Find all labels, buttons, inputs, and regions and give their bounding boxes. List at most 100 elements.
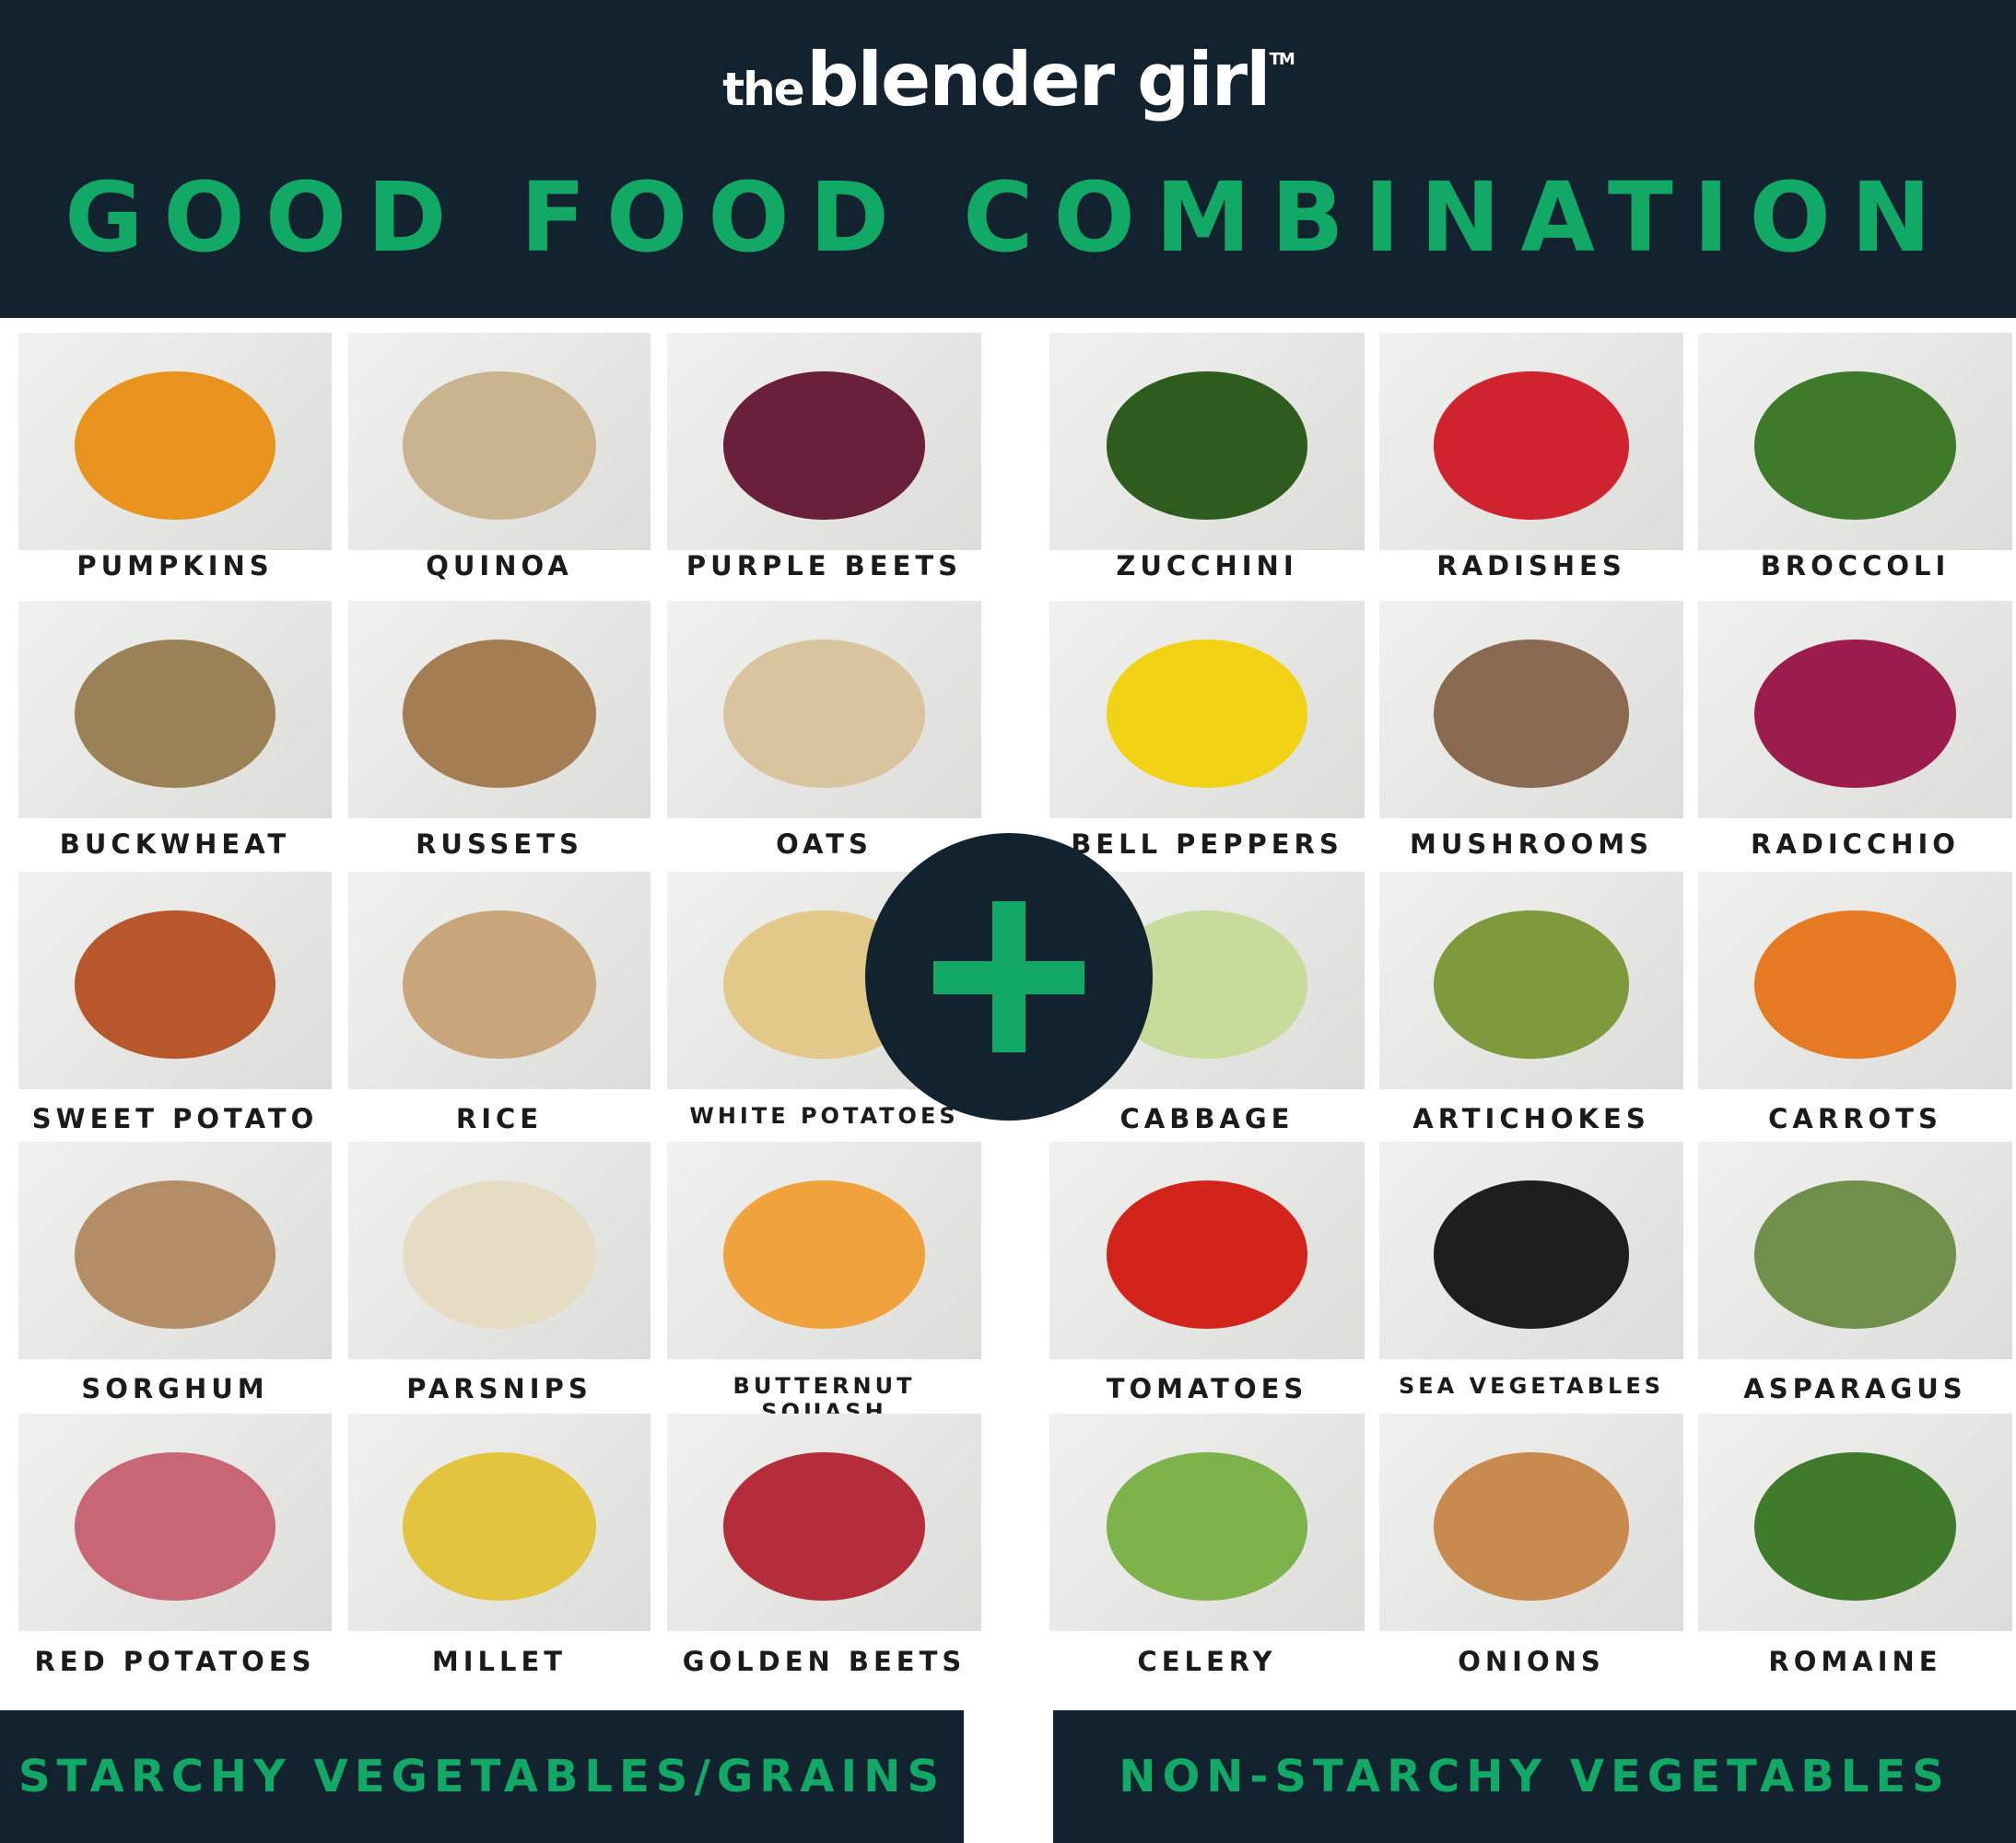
food-shape bbox=[1754, 910, 1956, 1059]
food-tile: TOMATOES bbox=[1049, 1142, 1365, 1409]
food-tile: PUMPKINS bbox=[18, 333, 332, 600]
food-tile: ONIONS bbox=[1379, 1414, 1683, 1681]
food-tile: RICE bbox=[348, 872, 651, 1139]
food-tile: CELERY bbox=[1049, 1414, 1365, 1681]
food-photo bbox=[1379, 872, 1683, 1089]
food-label: PURPLE BEETS bbox=[686, 550, 963, 581]
food-label: BROCCOLI bbox=[1760, 550, 1951, 581]
food-label: QUINOA bbox=[426, 550, 573, 581]
food-tile: ROMAINE bbox=[1698, 1414, 2012, 1681]
food-photo bbox=[348, 1142, 651, 1359]
food-label: PARSNIPS bbox=[406, 1373, 592, 1404]
food-photo bbox=[1698, 872, 2012, 1089]
food-tile: BUCKWHEAT bbox=[18, 601, 332, 868]
food-label: TOMATOES bbox=[1106, 1373, 1308, 1404]
logo-tm: TM bbox=[1269, 50, 1295, 69]
header: the blender girlTM GOOD FOOD COMBINATION bbox=[0, 0, 2016, 318]
food-tile: ARTICHOKES bbox=[1379, 872, 1683, 1139]
food-shape bbox=[1106, 640, 1308, 788]
food-label: MILLET bbox=[431, 1646, 568, 1677]
food-shape bbox=[75, 371, 275, 520]
food-shape bbox=[403, 1180, 596, 1329]
food-label: RICE bbox=[455, 1103, 544, 1134]
food-label: OATS bbox=[776, 828, 873, 860]
food-shape bbox=[723, 1452, 925, 1601]
food-shape bbox=[75, 640, 275, 788]
food-photo bbox=[18, 1414, 332, 1631]
food-tile: ZUCCHINI bbox=[1049, 333, 1365, 600]
food-shape bbox=[403, 371, 596, 520]
food-tile: SEA VEGETABLES bbox=[1379, 1142, 1683, 1409]
food-photo bbox=[667, 601, 981, 818]
food-shape bbox=[1754, 371, 1956, 520]
page-title: GOOD FOOD COMBINATION bbox=[64, 161, 1952, 274]
food-label: ARTICHOKES bbox=[1412, 1103, 1650, 1134]
food-label: BELL PEPPERS bbox=[1071, 828, 1343, 860]
food-photo bbox=[348, 872, 651, 1089]
food-shape bbox=[1106, 1180, 1308, 1329]
food-photo bbox=[1698, 601, 2012, 818]
food-label: CELERY bbox=[1137, 1646, 1277, 1677]
food-photo bbox=[667, 1414, 981, 1631]
food-tile: BELL PEPPERS bbox=[1049, 601, 1365, 868]
food-photo bbox=[1379, 601, 1683, 818]
logo: the blender girlTM bbox=[0, 37, 2016, 123]
food-photo bbox=[667, 1142, 981, 1359]
logo-main: blender girl bbox=[806, 37, 1271, 123]
food-photo bbox=[1698, 1142, 2012, 1359]
food-tile: RADISHES bbox=[1379, 333, 1683, 600]
food-tile: MUSHROOMS bbox=[1379, 601, 1683, 868]
food-label: PUMPKINS bbox=[76, 550, 274, 581]
food-shape bbox=[723, 1180, 925, 1329]
food-shape bbox=[1106, 371, 1308, 520]
food-shape bbox=[1754, 640, 1956, 788]
footer-starchy: STARCHY VEGETABLES/GRAINS bbox=[0, 1710, 964, 1843]
footer-non-starchy: NON-STARCHY VEGETABLES bbox=[1053, 1710, 2016, 1843]
food-shape bbox=[723, 640, 925, 788]
food-shape bbox=[75, 1180, 275, 1329]
food-label: GOLDEN BEETS bbox=[682, 1646, 967, 1677]
food-photo bbox=[667, 333, 981, 550]
food-label: RADISHES bbox=[1436, 550, 1626, 581]
food-photo bbox=[1379, 333, 1683, 550]
food-label: SWEET POTATO bbox=[31, 1103, 319, 1134]
food-label: ONIONS bbox=[1458, 1646, 1605, 1677]
food-photo bbox=[18, 1142, 332, 1359]
food-photo bbox=[18, 333, 332, 550]
food-label: ZUCCHINI bbox=[1116, 550, 1298, 581]
food-shape bbox=[1106, 1452, 1308, 1601]
food-label: ASPARAGUS bbox=[1743, 1373, 1967, 1404]
food-photo bbox=[18, 872, 332, 1089]
food-tile: GOLDEN BEETS bbox=[667, 1414, 981, 1681]
food-tile: MILLET bbox=[348, 1414, 651, 1681]
food-label: ROMAINE bbox=[1768, 1646, 1942, 1677]
food-shape bbox=[723, 371, 925, 520]
food-tile: ASPARAGUS bbox=[1698, 1142, 2012, 1409]
food-tile: BROCCOLI bbox=[1698, 333, 2012, 600]
food-shape bbox=[403, 910, 596, 1059]
food-photo bbox=[18, 601, 332, 818]
food-tile: PURPLE BEETS bbox=[667, 333, 981, 600]
food-tile: BUTTERNUT SQUASH bbox=[667, 1142, 981, 1425]
food-shape bbox=[75, 1452, 275, 1601]
food-label: RADICCHIO bbox=[1751, 828, 1960, 860]
logo-the: the bbox=[722, 63, 804, 116]
food-tile: QUINOA bbox=[348, 333, 651, 600]
food-shape bbox=[1434, 371, 1629, 520]
food-shape bbox=[1434, 1452, 1629, 1601]
food-tile: OATS bbox=[667, 601, 981, 868]
food-photo bbox=[1049, 1414, 1365, 1631]
food-photo bbox=[348, 333, 651, 550]
food-shape bbox=[1434, 640, 1629, 788]
plus-icon bbox=[865, 833, 1153, 1121]
food-label: RED POTATOES bbox=[34, 1646, 316, 1677]
food-photo bbox=[1698, 333, 2012, 550]
food-shape bbox=[75, 910, 275, 1059]
food-photo bbox=[1049, 601, 1365, 818]
food-tile: RADICCHIO bbox=[1698, 601, 2012, 868]
food-tile: RED POTATOES bbox=[18, 1414, 332, 1681]
food-label: CABBAGE bbox=[1119, 1103, 1295, 1134]
food-label: RUSSETS bbox=[416, 828, 583, 860]
food-photo bbox=[1049, 333, 1365, 550]
food-tile: SWEET POTATO bbox=[18, 872, 332, 1139]
